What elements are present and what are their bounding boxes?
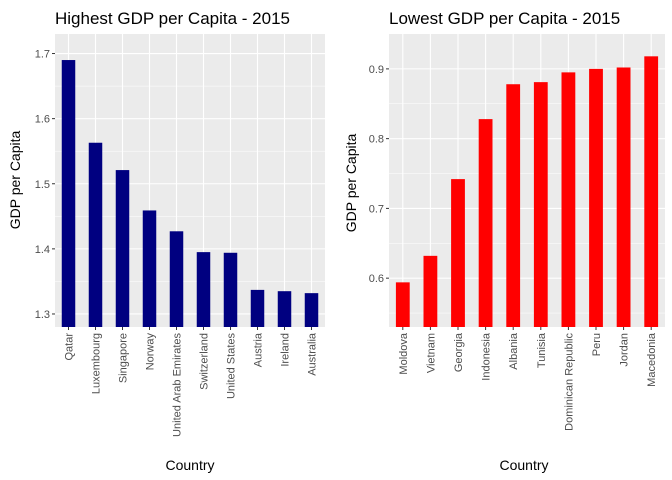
bar xyxy=(196,252,211,327)
x-tick-label: Albania xyxy=(508,332,520,370)
bar xyxy=(451,179,465,327)
bar xyxy=(423,255,438,327)
y-tick-label: 1.6 xyxy=(35,114,50,126)
y-tick-label: 0.8 xyxy=(369,134,384,146)
chart-highest-gdp: Highest GDP per Capita - 2015 Country GD… xyxy=(7,9,325,473)
bar xyxy=(88,142,103,327)
x-axis-title: Country xyxy=(165,457,214,473)
bar xyxy=(142,210,157,327)
bar xyxy=(533,82,548,327)
x-tick-label: Qatar xyxy=(64,333,76,361)
x-tick-label: Switzerland xyxy=(199,333,211,390)
bar xyxy=(478,119,493,327)
x-tick-label: Peru xyxy=(591,333,603,356)
x-tick-label: United States xyxy=(226,333,238,400)
bar xyxy=(616,67,631,327)
bar xyxy=(61,60,76,328)
x-tick-label: Dominican Republic xyxy=(563,333,575,431)
x-tick-label: Macedonia xyxy=(646,332,658,387)
y-tick-label: 1.4 xyxy=(35,244,50,256)
x-tick-label: Norway xyxy=(145,333,157,371)
y-tick-label: 1.7 xyxy=(35,49,50,61)
bar xyxy=(561,72,576,327)
x-tick-label: Austria xyxy=(253,332,265,367)
y-tick-label: 1.3 xyxy=(35,309,50,321)
chart-lowest-gdp: Lowest GDP per Capita - 2015 Country GDP… xyxy=(343,9,665,473)
x-tick-label: Tunisia xyxy=(536,332,548,368)
x-tick-label: Moldova xyxy=(398,332,410,374)
x-tick-label: Jordan xyxy=(619,333,631,367)
y-axis-title: GDP per Capita xyxy=(343,134,359,233)
y-tick-label: 0.7 xyxy=(369,203,384,215)
y-axis-title: GDP per Capita xyxy=(7,131,23,230)
bar xyxy=(395,282,410,327)
bar xyxy=(644,56,659,327)
x-tick-label: Georgia xyxy=(453,332,465,372)
x-axis-title: Country xyxy=(499,457,548,473)
chart-title: Lowest GDP per Capita - 2015 xyxy=(389,9,620,28)
x-tick-label: Luxembourg xyxy=(91,333,103,394)
bar xyxy=(277,291,292,327)
chart-title: Highest GDP per Capita - 2015 xyxy=(55,9,290,28)
x-tick-label: Australia xyxy=(307,332,319,376)
y-tick-label: 0.6 xyxy=(369,273,384,285)
bar xyxy=(506,84,521,327)
x-tick-label: Ireland xyxy=(280,333,292,367)
x-tick-label: Indonesia xyxy=(481,332,493,381)
bar xyxy=(304,293,319,327)
bar xyxy=(169,231,184,327)
bar xyxy=(115,170,130,327)
y-tick-label: 1.5 xyxy=(35,179,50,191)
bar xyxy=(589,68,603,327)
x-tick-label: United Arab Emirates xyxy=(172,333,184,437)
bar xyxy=(250,289,265,327)
y-tick-label: 0.9 xyxy=(369,64,384,76)
bar xyxy=(223,252,238,327)
x-tick-label: Vietnam xyxy=(425,333,437,373)
x-tick-label: Singapore xyxy=(118,333,130,383)
